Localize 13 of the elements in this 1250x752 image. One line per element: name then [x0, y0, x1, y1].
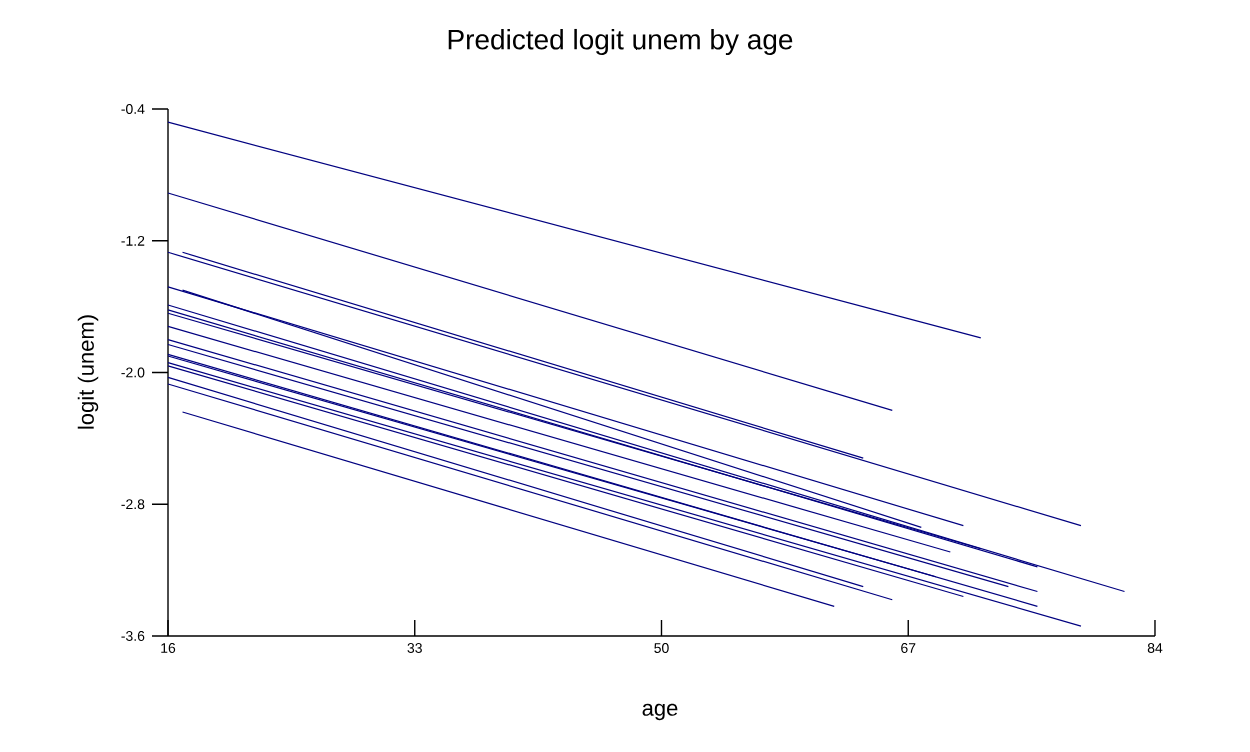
x-tick-label: 33: [407, 643, 422, 653]
x-tick-label: 50: [654, 643, 669, 653]
x-tick-label: 84: [1147, 643, 1163, 653]
chart-title: Predicted logit unem by age: [448, 28, 793, 56]
x-tick-label: 16: [161, 643, 176, 653]
y-tick-label: -1.2: [121, 235, 145, 246]
x-tick-label: 67: [901, 643, 916, 653]
y-tick-label: -2.8: [121, 499, 145, 510]
x-axis-title: age: [642, 703, 678, 721]
y-axis-title: logit (unem): [77, 315, 99, 429]
y-tick-label: -2.0: [121, 367, 145, 378]
y-tick-label: -0.4: [121, 104, 145, 114]
y-tick-label: -3.6: [121, 631, 145, 641]
